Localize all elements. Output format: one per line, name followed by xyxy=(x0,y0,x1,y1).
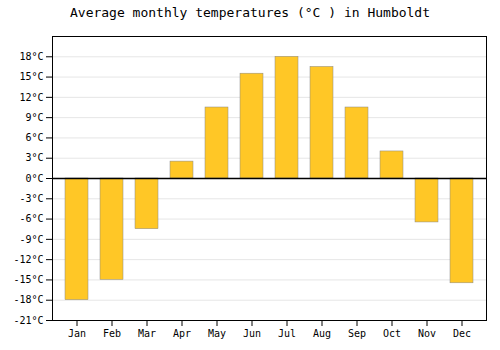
svg-text:0°C: 0°C xyxy=(25,173,43,184)
svg-text:3°C: 3°C xyxy=(25,152,43,163)
html-text:Average monthly temperatures (: Average monthly temperatures (°C ) in Hu… xyxy=(70,5,430,20)
svg-text:Sep: Sep xyxy=(348,328,366,339)
svg-text:Dec: Dec xyxy=(453,328,471,339)
svg-text:-3°C: -3°C xyxy=(19,193,43,204)
svg-text:-12°C: -12°C xyxy=(13,254,43,265)
svg-text:-6°C: -6°C xyxy=(19,213,43,224)
svg-text:Feb: Feb xyxy=(103,328,121,339)
svg-text:Jun: Jun xyxy=(243,328,261,339)
svg-text:Jul: Jul xyxy=(278,328,296,339)
svg-text:-18°C: -18°C xyxy=(13,294,43,305)
svg-text:12°C: 12°C xyxy=(19,92,43,103)
svg-text:9°C: 9°C xyxy=(25,112,43,123)
svg-text:-9°C: -9°C xyxy=(19,234,43,245)
svg-text:May: May xyxy=(208,328,226,339)
svg-text:-21°C: -21°C xyxy=(13,315,43,326)
svg-text:Apr: Apr xyxy=(173,328,191,339)
svg-text:-15°C: -15°C xyxy=(13,274,43,285)
svg-text:Mar: Mar xyxy=(138,328,156,339)
svg-text:6°C: 6°C xyxy=(25,132,43,143)
svg-text:18°C: 18°C xyxy=(19,51,43,62)
svg-text:Nov: Nov xyxy=(418,328,436,339)
svg-text:Jan: Jan xyxy=(68,328,86,339)
svg-text:Oct: Oct xyxy=(383,328,401,339)
svg-text:Aug: Aug xyxy=(313,328,331,339)
svg-text:15°C: 15°C xyxy=(19,71,43,82)
